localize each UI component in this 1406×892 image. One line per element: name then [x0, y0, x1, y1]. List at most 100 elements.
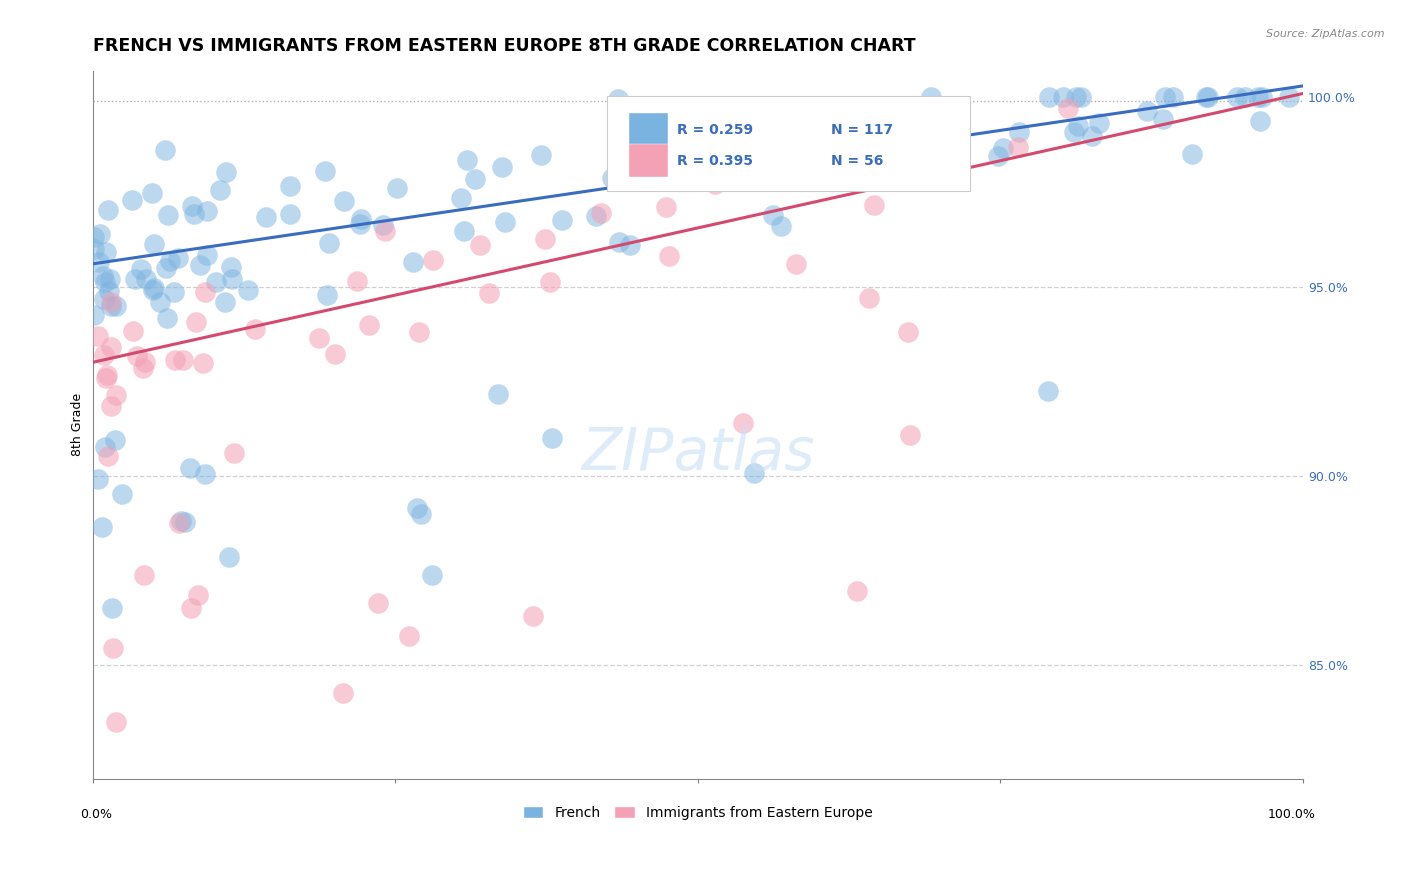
- Text: N = 117: N = 117: [831, 122, 893, 136]
- Point: [898, 428, 921, 442]
- Point: [254, 211, 277, 225]
- Point: [83, 242, 105, 256]
- Point: [93, 348, 115, 362]
- Text: Source: ZipAtlas.com: Source: ZipAtlas.com: [1267, 29, 1385, 39]
- Point: [522, 608, 544, 623]
- Point: [131, 261, 153, 276]
- Point: [308, 331, 330, 345]
- Point: [1066, 90, 1088, 104]
- Point: [398, 630, 420, 644]
- Point: [456, 153, 478, 167]
- Point: [100, 295, 122, 310]
- Point: [153, 144, 176, 158]
- Point: [1226, 90, 1249, 104]
- Point: [143, 281, 166, 295]
- Point: [215, 165, 238, 179]
- Point: [1153, 90, 1175, 104]
- Point: [759, 168, 782, 182]
- Text: 100.0%: 100.0%: [1267, 808, 1315, 821]
- Point: [121, 324, 143, 338]
- Point: [1067, 119, 1090, 133]
- Point: [318, 236, 340, 251]
- Point: [94, 244, 117, 259]
- Point: [194, 285, 217, 299]
- Point: [350, 212, 373, 227]
- Point: [408, 325, 430, 339]
- Point: [132, 568, 155, 582]
- Point: [844, 151, 866, 165]
- Point: [858, 291, 880, 305]
- Point: [1234, 90, 1257, 104]
- Point: [530, 148, 553, 162]
- Point: [105, 388, 128, 402]
- Point: [149, 294, 172, 309]
- FancyBboxPatch shape: [607, 95, 970, 191]
- Point: [374, 224, 396, 238]
- Point: [156, 311, 179, 326]
- Point: [90, 519, 112, 533]
- Point: [131, 360, 153, 375]
- Point: [897, 325, 920, 339]
- Point: [89, 227, 111, 242]
- Point: [785, 257, 807, 271]
- Point: [173, 515, 195, 529]
- Point: [486, 387, 509, 401]
- Y-axis label: 8th Grade: 8th Grade: [72, 393, 84, 457]
- Point: [280, 179, 302, 194]
- Point: [1181, 147, 1204, 161]
- Point: [401, 255, 423, 269]
- Point: [191, 356, 214, 370]
- Point: [98, 284, 121, 298]
- Point: [1278, 90, 1301, 104]
- Point: [1008, 124, 1031, 138]
- Point: [1070, 90, 1092, 104]
- Point: [332, 686, 354, 700]
- Point: [600, 170, 623, 185]
- Point: [163, 353, 186, 368]
- Point: [406, 501, 429, 516]
- Point: [214, 294, 236, 309]
- Point: [658, 248, 681, 262]
- Point: [333, 194, 356, 209]
- Point: [1161, 90, 1184, 104]
- Point: [181, 199, 204, 213]
- Point: [104, 715, 127, 730]
- Point: [208, 182, 231, 196]
- Point: [155, 261, 177, 276]
- Point: [87, 472, 110, 486]
- Point: [349, 218, 371, 232]
- Point: [1036, 384, 1059, 398]
- Point: [100, 299, 122, 313]
- Point: [422, 252, 444, 267]
- Point: [219, 260, 242, 274]
- Point: [104, 433, 127, 447]
- Point: [1038, 90, 1060, 104]
- Point: [538, 275, 561, 289]
- Point: [238, 283, 260, 297]
- Point: [97, 450, 120, 464]
- Point: [359, 318, 381, 332]
- Point: [187, 588, 209, 602]
- FancyBboxPatch shape: [628, 113, 668, 145]
- Point: [163, 285, 186, 299]
- Point: [769, 219, 792, 233]
- Point: [323, 347, 346, 361]
- Point: [170, 514, 193, 528]
- Point: [98, 272, 121, 286]
- Point: [468, 237, 491, 252]
- Point: [607, 92, 630, 106]
- Point: [205, 275, 228, 289]
- Point: [848, 134, 870, 148]
- Point: [613, 136, 636, 151]
- Point: [101, 601, 124, 615]
- Text: 0.0%: 0.0%: [80, 808, 112, 821]
- Point: [494, 215, 516, 229]
- Point: [863, 198, 886, 212]
- Point: [800, 148, 823, 162]
- Point: [733, 416, 755, 430]
- Point: [1249, 114, 1271, 128]
- Point: [314, 164, 336, 178]
- Point: [87, 328, 110, 343]
- Point: [194, 467, 217, 481]
- Point: [367, 596, 389, 610]
